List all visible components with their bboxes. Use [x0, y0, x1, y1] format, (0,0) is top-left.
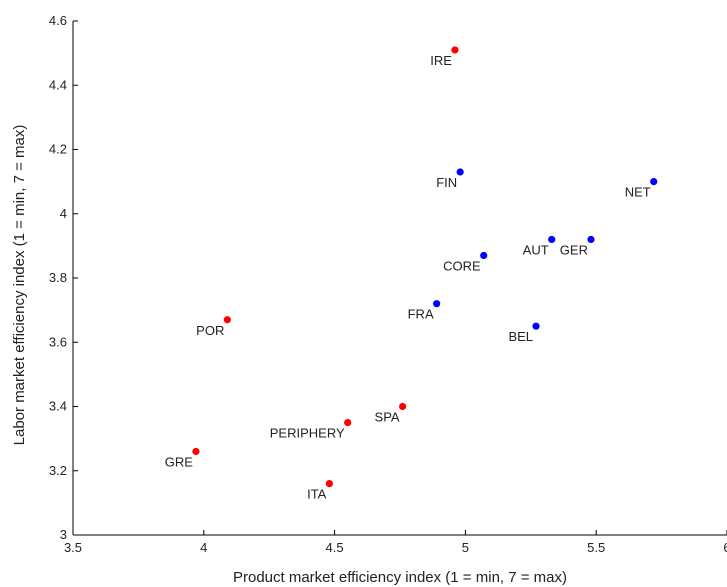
- data-point-por: [223, 316, 231, 324]
- data-point-net: [650, 178, 658, 186]
- data-points: IRE POR SPA PERIPHERY GRE ITA FIN NET AUT GER CORE…: [165, 46, 658, 502]
- point-label-ita: ITA: [307, 487, 327, 502]
- x-tick-label: 4.5: [326, 540, 344, 555]
- data-point-fra: [433, 300, 441, 308]
- y-tick-label: 3.4: [49, 399, 67, 414]
- point-label-por: POR: [196, 323, 224, 338]
- data-point-bel: [532, 322, 540, 330]
- point-label-periphery: PERIPHERY: [270, 426, 345, 441]
- data-point-ire: [451, 46, 459, 54]
- data-point-ger: [587, 235, 595, 244]
- data-point-spa: [399, 402, 407, 411]
- x-tick-label: 5: [462, 540, 469, 555]
- point-label-gre: GRE: [165, 454, 194, 469]
- data-point-aut: [548, 235, 556, 244]
- point-label-ger: GER: [560, 242, 588, 257]
- y-axis: 3 3.2 3.4 3.6 3.8 4 4.2 4.4 4.6: [49, 13, 78, 542]
- point-label-fra: FRA: [408, 307, 434, 322]
- data-point-ita: [325, 480, 333, 488]
- y-tick-label: 3.8: [49, 270, 67, 285]
- y-tick-label: 4.6: [49, 13, 67, 28]
- data-point-gre: [192, 447, 200, 456]
- point-label-ire: IRE: [430, 53, 452, 68]
- y-tick-label: 4.4: [49, 77, 67, 92]
- x-axis-title: Product market efficiency index (1 = min…: [233, 569, 567, 586]
- point-label-fin: FIN: [436, 175, 457, 190]
- point-label-aut: AUT: [523, 242, 549, 257]
- y-tick-label: 3: [60, 527, 67, 542]
- x-tick-label: 6: [723, 540, 727, 555]
- x-axis: 3.5 4 4.5 5 5.5 6: [64, 530, 727, 555]
- point-label-spa: SPA: [375, 410, 400, 425]
- y-tick-label: 4.2: [49, 142, 67, 157]
- point-label-net: NET: [625, 185, 651, 200]
- y-axis-title: Labor market efficiency index (1 = min, …: [11, 125, 28, 446]
- point-label-bel: BEL: [508, 329, 533, 344]
- point-label-core: CORE: [443, 259, 481, 274]
- data-point-core: [480, 251, 488, 260]
- data-point-fin: [456, 168, 464, 176]
- x-tick-label: 5.5: [587, 540, 605, 555]
- y-tick-label: 3.6: [49, 334, 67, 349]
- data-point-periphery: [344, 418, 352, 427]
- x-tick-label: 3.5: [64, 540, 82, 555]
- y-tick-label: 3.2: [49, 463, 67, 478]
- x-tick-label: 4: [200, 540, 207, 555]
- y-tick-label: 4: [60, 206, 67, 221]
